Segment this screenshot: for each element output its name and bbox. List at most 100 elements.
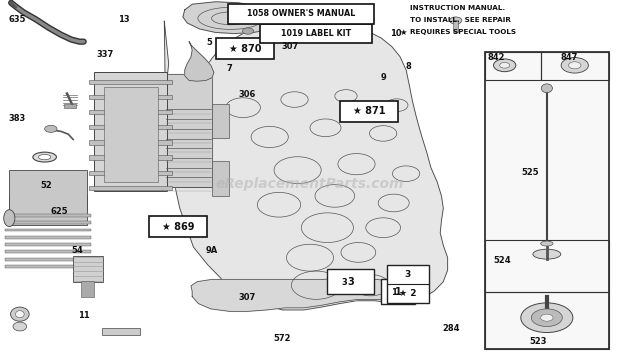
Bar <box>485 52 609 349</box>
Bar <box>212 104 229 138</box>
Bar <box>5 258 91 261</box>
Polygon shape <box>185 42 214 81</box>
Bar <box>149 216 207 237</box>
Circle shape <box>521 303 573 333</box>
Text: 3: 3 <box>405 270 411 279</box>
Ellipse shape <box>16 311 24 318</box>
Bar <box>212 161 229 196</box>
Bar <box>89 186 172 190</box>
Text: TO INSTALL.  SEE REPAIR: TO INSTALL. SEE REPAIR <box>410 18 511 23</box>
Text: 9: 9 <box>380 73 386 82</box>
Circle shape <box>500 62 510 68</box>
Text: 307: 307 <box>238 293 255 302</box>
Bar <box>327 269 374 294</box>
Circle shape <box>494 59 516 72</box>
Text: 337: 337 <box>97 50 114 59</box>
Ellipse shape <box>4 210 15 227</box>
Text: 10: 10 <box>390 29 401 38</box>
Text: 842: 842 <box>487 53 505 62</box>
Text: ★ 871: ★ 871 <box>353 106 385 116</box>
Circle shape <box>45 125 57 132</box>
Bar <box>89 170 172 175</box>
Circle shape <box>541 314 553 321</box>
Bar <box>340 101 398 122</box>
Bar <box>5 214 91 217</box>
Text: 9A: 9A <box>206 246 218 255</box>
Text: 52: 52 <box>41 181 52 190</box>
Bar <box>9 170 87 225</box>
Circle shape <box>561 58 588 73</box>
Text: 11: 11 <box>78 311 89 321</box>
Text: 1: 1 <box>391 288 397 298</box>
Text: 8: 8 <box>405 62 411 71</box>
Polygon shape <box>191 278 415 311</box>
Ellipse shape <box>33 152 56 162</box>
Bar <box>89 95 172 99</box>
Bar <box>94 72 167 191</box>
Bar <box>260 24 372 43</box>
Text: 525: 525 <box>521 168 539 177</box>
Ellipse shape <box>13 322 27 331</box>
Text: 635: 635 <box>9 15 26 24</box>
Text: 625: 625 <box>50 207 68 216</box>
Circle shape <box>450 17 462 24</box>
Polygon shape <box>183 2 282 34</box>
Bar <box>5 221 91 224</box>
Text: 307: 307 <box>281 42 299 52</box>
Text: 383: 383 <box>9 114 26 123</box>
Polygon shape <box>166 74 212 187</box>
Bar <box>5 265 91 268</box>
Text: 13: 13 <box>118 15 130 24</box>
Text: ★ 2: ★ 2 <box>399 289 417 298</box>
Bar <box>89 110 172 114</box>
Ellipse shape <box>533 249 561 259</box>
Ellipse shape <box>541 84 552 93</box>
Text: 1: 1 <box>395 287 402 297</box>
Circle shape <box>531 309 562 327</box>
Ellipse shape <box>541 241 553 246</box>
Ellipse shape <box>11 307 29 321</box>
Bar <box>453 20 458 32</box>
Bar <box>73 256 103 282</box>
Polygon shape <box>164 19 448 310</box>
Bar <box>485 292 609 349</box>
Text: 523: 523 <box>529 337 547 346</box>
Bar <box>9 195 87 210</box>
Bar <box>381 279 415 304</box>
Text: eReplacementParts.com: eReplacementParts.com <box>216 176 404 191</box>
Ellipse shape <box>38 155 51 160</box>
Text: INSTRUCTION MANUAL.: INSTRUCTION MANUAL. <box>410 6 505 11</box>
Text: 572: 572 <box>273 334 291 343</box>
Bar <box>485 240 609 292</box>
Bar <box>387 265 429 303</box>
Bar <box>89 80 172 84</box>
Bar <box>89 140 172 144</box>
Text: 54: 54 <box>72 246 83 255</box>
Bar <box>102 328 140 335</box>
Bar <box>5 228 91 231</box>
Bar <box>485 52 541 80</box>
Bar <box>81 281 94 297</box>
Text: 306: 306 <box>238 90 255 99</box>
Text: ★ 870: ★ 870 <box>229 44 261 54</box>
Text: 7: 7 <box>226 64 232 73</box>
Bar <box>216 38 274 59</box>
Text: 524: 524 <box>494 256 511 265</box>
Text: 3: 3 <box>341 278 347 287</box>
Text: 284: 284 <box>443 324 460 333</box>
Bar <box>89 155 172 160</box>
Bar <box>104 87 158 182</box>
Text: 5: 5 <box>206 38 213 47</box>
Bar <box>228 4 374 24</box>
Circle shape <box>242 28 254 34</box>
Bar <box>5 243 91 246</box>
Text: ★ 869: ★ 869 <box>162 222 194 232</box>
Text: ★: ★ <box>399 28 407 37</box>
Bar <box>64 104 76 108</box>
Text: 1058 OWNER'S MANUAL: 1058 OWNER'S MANUAL <box>247 10 355 18</box>
Bar <box>5 236 91 239</box>
Text: REQUIRES SPECIAL TOOLS: REQUIRES SPECIAL TOOLS <box>410 30 516 35</box>
Bar <box>89 125 172 130</box>
Circle shape <box>569 62 581 69</box>
Bar <box>5 251 91 253</box>
